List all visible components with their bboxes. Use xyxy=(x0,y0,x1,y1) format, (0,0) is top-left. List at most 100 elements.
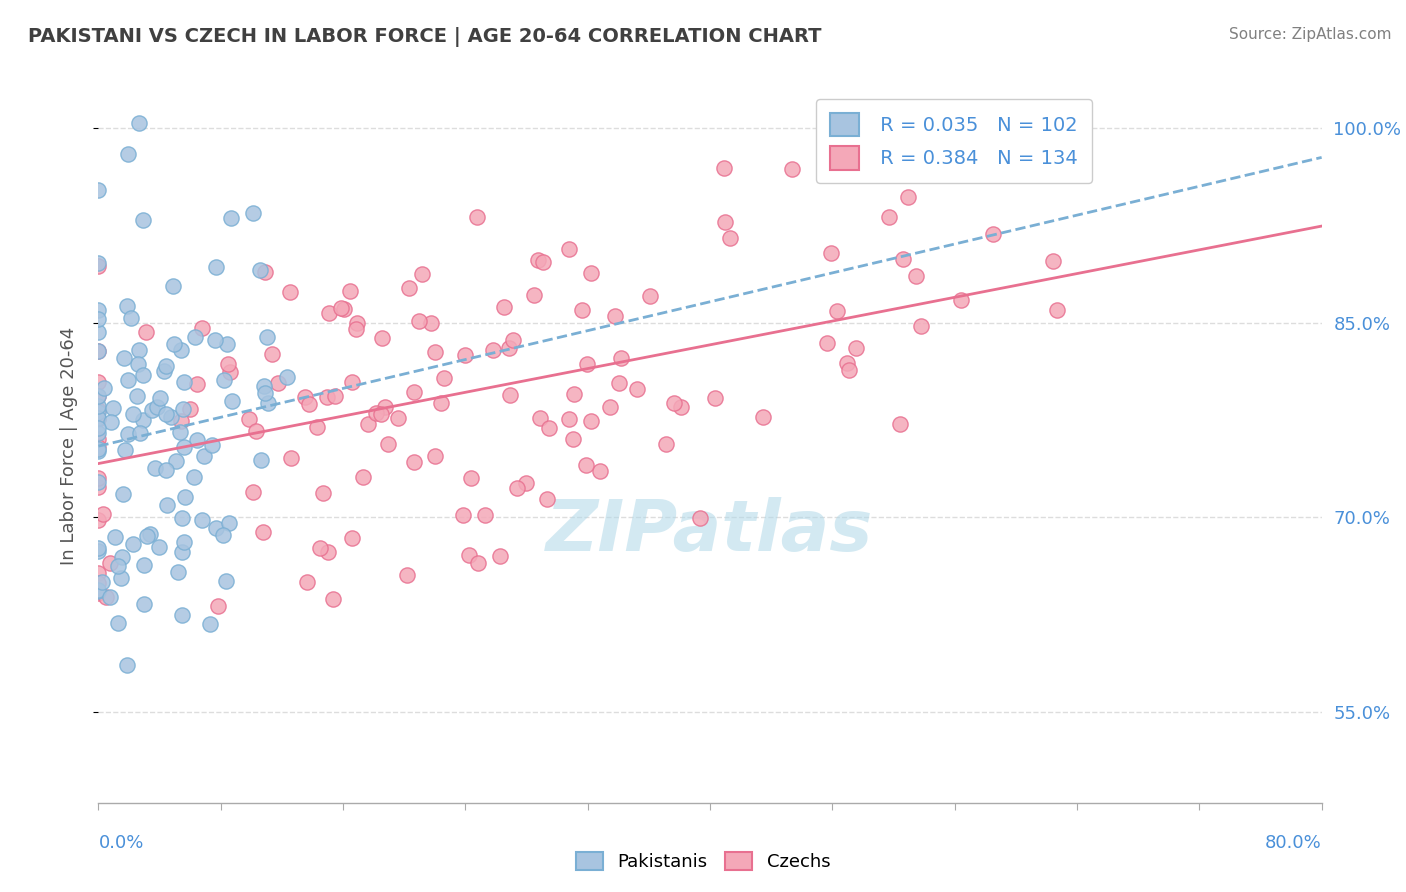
Point xyxy=(253,379,276,393)
Point xyxy=(128,116,150,130)
Point xyxy=(110,571,132,585)
Point xyxy=(87,256,110,270)
Point xyxy=(465,210,488,224)
Point xyxy=(309,541,332,555)
Point xyxy=(155,359,177,373)
Point xyxy=(825,304,848,318)
Point xyxy=(173,440,195,454)
Point xyxy=(655,437,678,451)
Point xyxy=(87,471,110,485)
Point xyxy=(610,351,633,366)
Point xyxy=(322,592,344,607)
Point xyxy=(562,386,585,401)
Text: 0.0%: 0.0% xyxy=(98,834,143,852)
Point xyxy=(165,454,187,468)
Point xyxy=(111,550,134,565)
Point xyxy=(141,402,163,417)
Point xyxy=(523,288,546,302)
Point xyxy=(93,507,115,521)
Point xyxy=(333,302,356,317)
Point xyxy=(370,407,392,421)
Text: PAKISTANI VS CZECH IN LABOR FORCE | AGE 20-64 CORRELATION CHART: PAKISTANI VS CZECH IN LABOR FORCE | AGE … xyxy=(28,27,821,46)
Point xyxy=(950,293,973,308)
Point xyxy=(257,396,280,410)
Point xyxy=(529,411,551,425)
Point xyxy=(838,363,860,377)
Point xyxy=(981,227,1004,241)
Point xyxy=(172,401,194,416)
Point xyxy=(87,586,110,600)
Point xyxy=(87,513,110,527)
Point xyxy=(498,341,520,355)
Point xyxy=(254,386,277,401)
Point xyxy=(87,541,110,555)
Text: 80.0%: 80.0% xyxy=(1265,834,1322,852)
Point xyxy=(135,529,157,543)
Point xyxy=(117,658,139,673)
Point xyxy=(112,351,135,366)
Point xyxy=(387,410,409,425)
Point xyxy=(276,369,298,384)
Point xyxy=(430,395,453,409)
Point xyxy=(460,471,482,485)
Point xyxy=(132,213,155,227)
Point xyxy=(896,190,918,204)
Point xyxy=(87,420,110,434)
Point xyxy=(90,574,112,589)
Point xyxy=(87,183,110,197)
Point xyxy=(718,231,741,245)
Point xyxy=(117,427,139,442)
Point xyxy=(205,520,228,534)
Point xyxy=(87,443,110,458)
Point xyxy=(173,534,195,549)
Point xyxy=(87,399,110,413)
Point xyxy=(626,382,648,396)
Point xyxy=(87,440,110,454)
Point xyxy=(87,480,110,494)
Point xyxy=(96,590,118,604)
Point xyxy=(98,590,121,604)
Point xyxy=(219,365,242,379)
Point xyxy=(155,407,177,421)
Point xyxy=(1042,254,1064,268)
Point xyxy=(377,437,399,451)
Point xyxy=(125,389,148,403)
Point xyxy=(557,411,579,425)
Point xyxy=(298,397,321,411)
Point xyxy=(128,425,150,440)
Point xyxy=(163,336,186,351)
Point xyxy=(329,301,352,315)
Point xyxy=(396,567,419,582)
Point xyxy=(149,391,172,405)
Point xyxy=(87,475,110,489)
Point xyxy=(117,374,139,388)
Point xyxy=(835,355,858,369)
Point xyxy=(467,557,489,571)
Point xyxy=(576,357,599,371)
Point xyxy=(312,486,335,500)
Point xyxy=(117,147,139,161)
Point xyxy=(87,575,110,590)
Point xyxy=(245,424,267,438)
Point xyxy=(402,385,425,400)
Point xyxy=(280,450,302,465)
Point xyxy=(169,414,191,428)
Point xyxy=(87,375,110,389)
Point xyxy=(156,498,179,512)
Point xyxy=(107,615,129,630)
Point xyxy=(316,391,339,405)
Point xyxy=(172,545,194,559)
Point xyxy=(339,284,361,298)
Point xyxy=(190,513,212,527)
Point xyxy=(366,406,388,420)
Point xyxy=(169,425,191,439)
Point xyxy=(104,530,127,544)
Point xyxy=(474,508,496,522)
Point xyxy=(122,407,145,421)
Point xyxy=(538,421,561,435)
Point xyxy=(714,215,737,229)
Point xyxy=(173,375,195,389)
Point xyxy=(780,162,803,177)
Point xyxy=(127,357,149,371)
Legend: Pakistanis, Czechs: Pakistanis, Czechs xyxy=(568,845,838,879)
